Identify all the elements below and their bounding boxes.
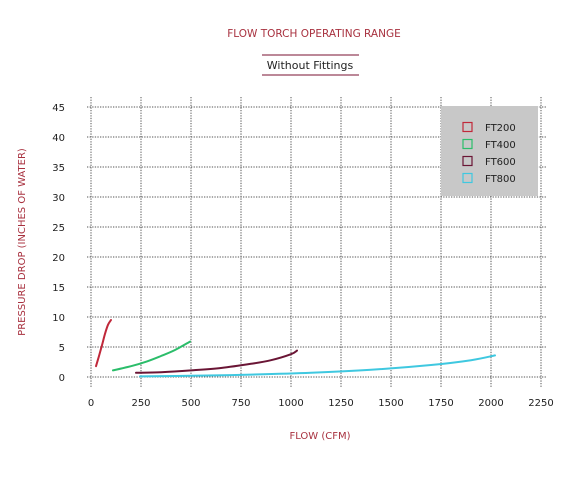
legend-swatch-ft400 bbox=[462, 138, 473, 150]
chart-subtitle: Without Fittings bbox=[267, 59, 354, 72]
legend-swatch-ft800 bbox=[462, 172, 473, 184]
y-tick-label: 45 bbox=[52, 103, 65, 114]
series bbox=[95, 319, 496, 378]
x-tick-label: 1000 bbox=[278, 398, 303, 409]
x-axis-title: FLOW (CFM) bbox=[289, 431, 350, 442]
series-line-ft800 bbox=[139, 354, 496, 378]
y-tick-label: 35 bbox=[52, 163, 65, 174]
legend-label-ft200: FT200 bbox=[485, 123, 516, 134]
x-tick-label: 1750 bbox=[428, 398, 453, 409]
legend-label-ft600: FT600 bbox=[485, 157, 516, 168]
axis-ticks: 0 5 10 15 20 25 30 35 40 45 0 250 500 750 1000 1250 1500… bbox=[52, 103, 553, 409]
x-tick-label: 750 bbox=[231, 398, 250, 409]
y-tick-label: 40 bbox=[52, 133, 65, 144]
x-tick-label: 2250 bbox=[528, 398, 553, 409]
x-tick-label: 0 bbox=[88, 398, 94, 409]
chart-title: FLOW TORCH OPERATING RANGE bbox=[227, 28, 401, 40]
x-tick-label: 1500 bbox=[378, 398, 403, 409]
x-tick-label: 250 bbox=[131, 398, 150, 409]
legend-swatch-ft200 bbox=[462, 121, 473, 133]
y-tick-label: 0 bbox=[59, 373, 65, 384]
legend-label-ft800: FT800 bbox=[485, 174, 516, 185]
y-axis-title: PRESSURE DROP (INCHES OF WATER) bbox=[17, 148, 28, 336]
y-tick-label: 15 bbox=[52, 283, 65, 294]
x-tick-label: 500 bbox=[181, 398, 200, 409]
y-tick-label: 20 bbox=[52, 253, 65, 264]
series-line-ft600 bbox=[135, 349, 298, 374]
y-tick-label: 30 bbox=[52, 193, 65, 204]
grid bbox=[87, 97, 547, 388]
y-tick-label: 25 bbox=[52, 223, 65, 234]
y-tick-label: 10 bbox=[52, 313, 65, 324]
x-tick-label: 2000 bbox=[478, 398, 503, 409]
y-tick-label: 5 bbox=[59, 343, 65, 354]
legend-background bbox=[441, 106, 538, 196]
x-tick-label: 1250 bbox=[328, 398, 353, 409]
legend-swatch-ft600 bbox=[462, 155, 473, 167]
legend-label-ft400: FT400 bbox=[485, 140, 516, 151]
legend: FT200 FT400 FT600 FT800 bbox=[441, 106, 538, 196]
series-line-ft200 bbox=[95, 319, 112, 368]
series-line-ft400 bbox=[112, 340, 191, 372]
